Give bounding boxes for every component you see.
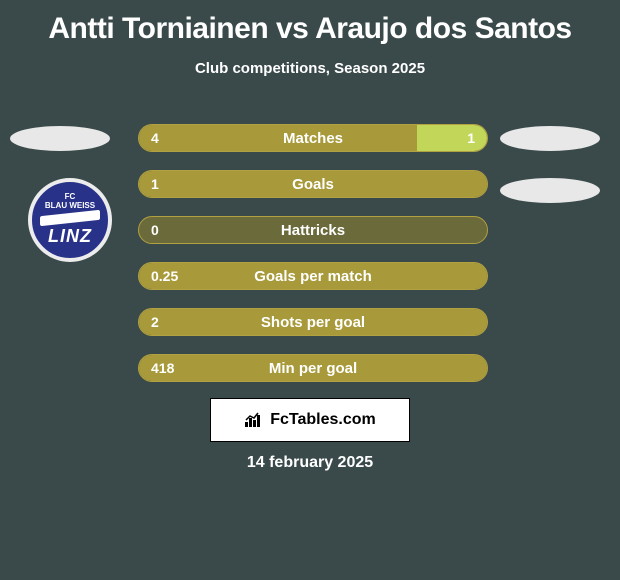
badge-top-text: FC [65,193,76,201]
stat-value-left: 2 [151,309,159,335]
date-label: 14 february 2025 [0,454,620,472]
stat-fill-left [139,309,487,335]
stat-fill-left [139,125,417,151]
stat-fill-left [139,263,487,289]
stat-row: Matches41 [138,124,488,152]
stat-row: Hattricks0 [138,216,488,244]
stat-row: Goals per match0.25 [138,262,488,290]
badge-mid-text: BLAU WEISS [45,202,95,210]
stat-value-left: 0 [151,217,159,243]
badge-stripe [40,210,100,226]
stat-value-left: 418 [151,355,174,381]
brand-chart-icon [244,412,264,428]
brand-label: FcTables.com [244,411,376,429]
player1-club-badge: FC BLAU WEISS LINZ [28,178,112,262]
stat-value-left: 0.25 [151,263,178,289]
stats-container: Matches41Goals1Hattricks0Goals per match… [138,124,488,400]
stat-label: Hattricks [139,217,487,243]
brand-text: FcTables.com [270,411,376,429]
badge-big-text: LINZ [48,226,92,247]
stat-value-right: 1 [467,125,475,151]
player1-avatar-slot [10,126,110,151]
player2-avatar-slot [500,126,600,151]
stat-row: Min per goal418 [138,354,488,382]
stat-value-left: 4 [151,125,159,151]
stat-row: Goals1 [138,170,488,198]
page-title: Antti Torniainen vs Araujo dos Santos [0,0,620,46]
stat-fill-left [139,355,487,381]
stat-row: Shots per goal2 [138,308,488,336]
brand-box[interactable]: FcTables.com [210,398,410,442]
stat-fill-left [139,171,487,197]
page-subtitle: Club competitions, Season 2025 [0,60,620,77]
stat-value-left: 1 [151,171,159,197]
stat-fill-right [417,125,487,151]
player2-club-slot [500,178,600,203]
